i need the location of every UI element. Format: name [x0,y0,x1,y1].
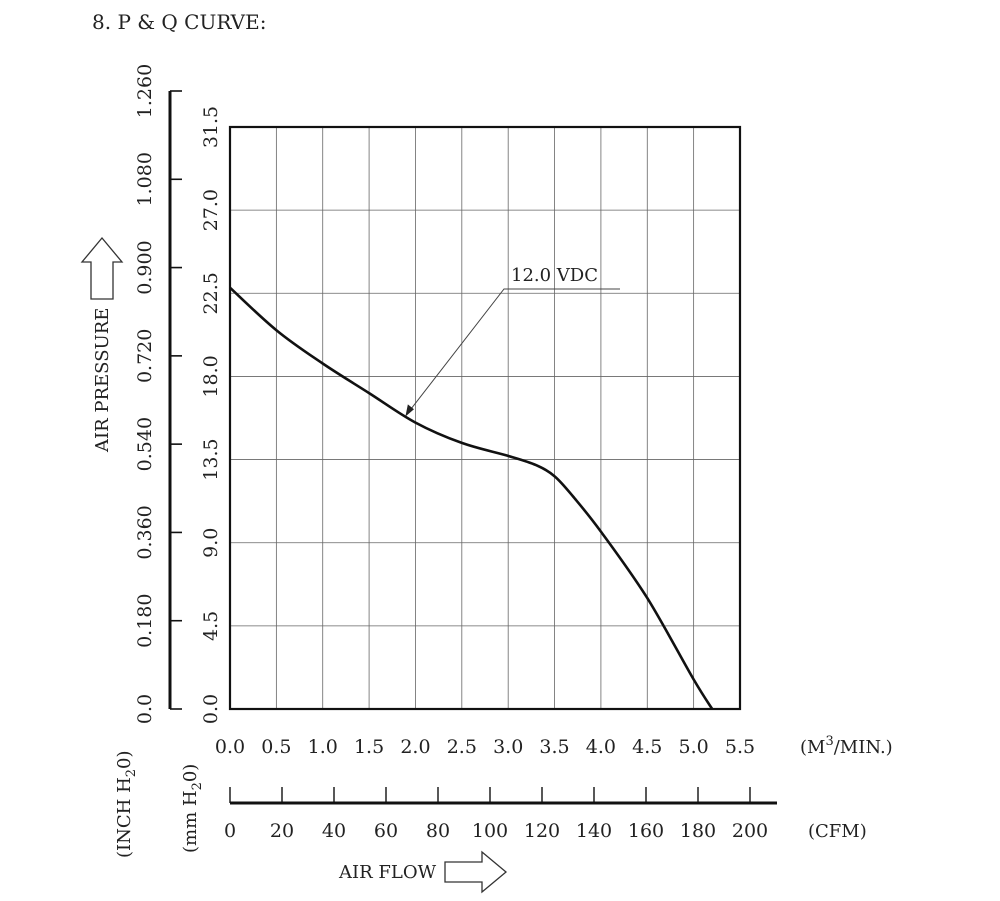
series-leader-line [405,288,620,416]
x-tick-label-cfm: 160 [628,820,664,842]
plot-frame [228,125,742,711]
y-tick-label-mm: 4.5 [200,611,222,641]
x-tick-labels-m3: 0.0 0.5 1.0 1.5 2.0 2.5 3.0 3.5 4.0 4.5 5.0 5.5 [215,736,755,758]
y-tick-labels-mm: 0.0 4.5 9.0 13.5 18.0 22.5 27.0 31.5 [200,106,222,724]
y-tick-label-inch: 1.080 [134,152,156,206]
x-unit-m3: (M3/MIN.) [800,734,893,758]
series-label: 12.0 VDC [511,265,598,286]
cfm-axis [229,787,777,805]
y-unit-inch-text: (INCH H [114,777,135,858]
x-axis-label: AIR FLOW [338,862,437,883]
y-unit-mm-tail: 0) [180,764,201,782]
x-unit-cfm: (CFM) [808,821,867,842]
x-tick-label-cfm: 80 [426,820,450,842]
y-tick-label-mm: 9.0 [200,528,222,558]
series-layer: 12.0 VDC [229,265,714,710]
x-tick-label-cfm: 0 [224,820,236,842]
y-tick-label-mm: 22.5 [200,272,222,314]
y-unit-inch: (INCH H20) [114,750,139,858]
x-tick-label-m3: 1.0 [308,736,338,758]
y-unit-mm-sub: 2 [190,782,205,790]
x-tick-label-m3: 1.5 [354,736,384,758]
y-unit-mm-text: (mm H [180,790,201,853]
y-unit-inch-sub: 2 [124,769,139,777]
x-tick-label-cfm: 60 [374,820,398,842]
page-heading: 8. P & Q CURVE: [92,10,266,34]
y-tick-label-mm: 0.0 [200,694,222,724]
x-tick-label-m3: 5.5 [725,736,755,758]
x-tick-label-cfm: 120 [524,820,560,842]
x-tick-label-m3: 5.0 [679,736,709,758]
x-tick-label-m3: 3.0 [493,736,523,758]
y-tick-label-mm: 18.0 [200,355,222,397]
x-unit-m3-text: (M [800,737,825,758]
x-tick-labels-cfm: 0 20 40 60 80 100 120 140 160 180 200 [224,820,768,842]
x-tick-label-m3: 0.0 [215,736,245,758]
y-tick-label-mm: 13.5 [200,438,222,480]
up-arrow-icon [80,236,124,300]
y-unit-mm: (mm H20) [180,764,205,853]
x-tick-label-m3: 4.0 [586,736,616,758]
right-arrow-icon [444,850,508,894]
y-tick-label-inch: 0.720 [134,329,156,383]
y-tick-label-inch: 0.540 [134,417,156,471]
x-tick-label-m3: 2.0 [400,736,430,758]
x-tick-label-m3: 2.5 [447,736,477,758]
y-tick-label-inch: 0.180 [134,594,156,648]
leader-arrowhead-icon [405,404,414,417]
y-tick-labels-inch: 0.0 0.180 0.360 0.540 0.720 0.900 1.080 1.260 [134,64,156,724]
y-tick-label-mm: 31.5 [200,106,222,148]
x-tick-label-cfm: 140 [576,820,612,842]
x-tick-label-m3: 3.5 [539,736,569,758]
y-tick-label-inch: 0.900 [134,240,156,294]
x-tick-label-cfm: 180 [680,820,716,842]
inch-h2o-axis [168,90,182,710]
y-unit-inch-tail: 0) [114,750,135,768]
x-tick-label-cfm: 200 [732,820,768,842]
y-axis-label: AIR PRESSURE [92,308,113,453]
y-tick-label-inch: 1.260 [134,64,156,118]
x-tick-label-cfm: 40 [322,820,346,842]
y-tick-label-mm: 27.0 [200,189,222,231]
x-tick-label-cfm: 20 [270,820,294,842]
y-tick-label-inch: 0.0 [134,694,156,724]
x-unit-m3-tail: /MIN.) [834,737,893,758]
x-tick-label-m3: 0.5 [261,736,291,758]
series-line-12vdc [229,286,714,710]
x-tick-label-cfm: 100 [472,820,508,842]
x-tick-label-m3: 4.5 [632,736,662,758]
y-tick-label-inch: 0.360 [134,505,156,559]
x-unit-m3-exp: 3 [825,734,833,749]
plot-grid [230,127,740,709]
